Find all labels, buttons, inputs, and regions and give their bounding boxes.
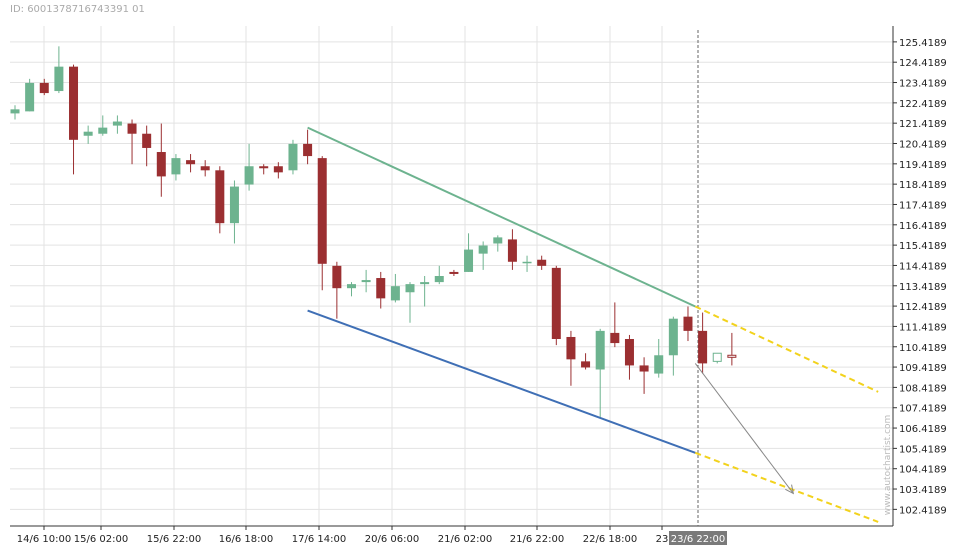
candle-body — [200, 166, 210, 171]
y-tick-label: 106.4189 — [899, 424, 947, 435]
candle-body — [83, 131, 93, 136]
candle-body — [303, 143, 313, 157]
lower-trendline — [307, 309, 696, 454]
forecast-arrow-head — [785, 484, 795, 495]
y-tick-label: 113.4189 — [899, 282, 947, 293]
candle-body — [390, 286, 400, 301]
forecast-arrow — [694, 363, 794, 494]
candle-body — [639, 365, 649, 372]
y-tick-label: 108.4189 — [899, 383, 947, 394]
candle-body — [10, 109, 20, 114]
watermark: www.autochartist.com — [883, 415, 893, 516]
y-tick-label: 105.4189 — [899, 444, 947, 455]
y-tick-label: 117.4189 — [899, 200, 947, 211]
candle-body — [522, 261, 532, 264]
candle-body — [127, 123, 137, 134]
y-tick-label: 109.4189 — [899, 363, 947, 374]
candle-body — [698, 330, 708, 364]
lower-projection-line — [694, 451, 879, 523]
upper-trendline — [307, 126, 696, 308]
candle-body — [581, 361, 591, 368]
x-tick-label: 17/6 14:00 — [292, 534, 346, 545]
candle-body — [610, 332, 620, 344]
candle-body — [624, 339, 634, 366]
x-tick-label: 23 — [656, 534, 669, 545]
candle-body — [668, 318, 678, 356]
y-tick-label: 119.4189 — [899, 160, 947, 171]
y-tick-label: 107.4189 — [899, 404, 947, 415]
y-tick-label: 125.4189 — [899, 38, 947, 49]
x-tick-label: 15/6 22:00 — [147, 534, 201, 545]
y-tick-label: 122.4189 — [899, 99, 947, 110]
y-tick-label: 121.4189 — [899, 119, 947, 130]
candle-body — [566, 336, 576, 360]
upper-projection-line — [694, 305, 879, 393]
y-tick-label: 120.4189 — [899, 140, 947, 151]
candle-body — [273, 166, 283, 173]
x-tick-label: 16/6 18:00 — [219, 534, 273, 545]
candle-body — [25, 82, 35, 112]
y-tick-label: 118.4189 — [899, 180, 947, 191]
candle-body — [171, 158, 181, 175]
y-tick-label: 111.4189 — [899, 322, 947, 333]
x-tick-label: 15/6 02:00 — [74, 534, 128, 545]
candle-body — [464, 249, 474, 272]
candle-body — [595, 330, 605, 370]
candle-body — [142, 133, 152, 148]
x-tick-label: 20/6 06:00 — [365, 534, 419, 545]
candle-body — [654, 355, 664, 374]
x-tick-label: 14/6 10:00 — [17, 534, 71, 545]
y-tick-label: 110.4189 — [899, 343, 947, 354]
candle-body — [478, 245, 488, 254]
y-tick-label: 116.4189 — [899, 221, 947, 232]
candle-body — [317, 158, 327, 264]
x-tick-label: 22/6 18:00 — [583, 534, 637, 545]
candle-body — [54, 66, 64, 92]
candle-body — [229, 186, 239, 224]
y-tick-label: 112.4189 — [899, 302, 947, 313]
y-tick-label: 124.4189 — [899, 58, 947, 69]
y-tick-label: 115.4189 — [899, 241, 947, 252]
candle-body — [727, 354, 737, 358]
candle-body — [244, 166, 254, 185]
y-tick-label: 104.4189 — [899, 465, 947, 476]
highlight-time-label-bg — [669, 531, 727, 545]
candle-body — [288, 143, 298, 171]
candle-body — [683, 316, 693, 331]
candle-body — [405, 284, 415, 293]
y-tick-label: 103.4189 — [899, 485, 947, 496]
candle-body — [39, 82, 49, 94]
x-tick-label: 21/6 02:00 — [438, 534, 492, 545]
candle-body — [537, 259, 547, 266]
candle-body — [332, 265, 342, 289]
candle-body — [712, 352, 722, 362]
candle-body — [449, 271, 459, 274]
candle-body — [69, 66, 79, 140]
candle-body — [186, 160, 196, 165]
y-tick-label: 123.4189 — [899, 79, 947, 90]
candle-body — [420, 282, 430, 285]
candle-body — [215, 170, 225, 224]
x-tick-label: 21/6 22:00 — [510, 534, 564, 545]
candle-body — [156, 152, 166, 177]
candle-body — [551, 267, 561, 340]
candle-body — [259, 166, 269, 169]
candle-body — [434, 276, 444, 283]
candle-body — [346, 284, 356, 289]
candle-body — [493, 237, 503, 244]
y-tick-label: 114.4189 — [899, 261, 947, 272]
candle-body — [507, 239, 517, 262]
chart-id-label: ID: 6001378716743391 01 — [10, 4, 145, 15]
candle-body — [98, 127, 108, 134]
candle-body — [112, 121, 122, 126]
highlight-time-label: 23/6 22:00 — [671, 534, 725, 545]
candle-body — [361, 280, 371, 283]
y-tick-label: 102.4189 — [899, 505, 947, 516]
candle-body — [376, 278, 386, 299]
